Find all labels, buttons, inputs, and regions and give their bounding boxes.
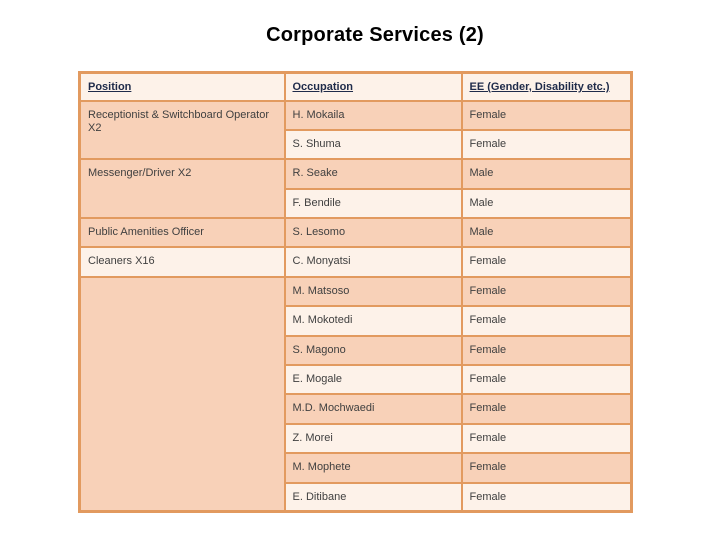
ee-cell: Female [460, 364, 633, 396]
services-table: Position Occupation EE (Gender, Disabili… [78, 71, 633, 514]
ee-cell: Male [460, 158, 633, 190]
occupation-cell: S. Shuma [283, 128, 463, 161]
position-cell: Public Amenities Officer [78, 217, 286, 249]
table-header: Position Occupation EE (Gender, Disabili… [78, 71, 633, 102]
ee-cell: Female [460, 452, 633, 484]
table-row: Z. Morei Female [80, 422, 633, 455]
occupation-column-header: Occupation [283, 71, 463, 102]
occupation-cell: R. Seake [283, 158, 463, 190]
table-row: M. Mokotedi Female [80, 305, 633, 337]
ee-cell: Female [460, 334, 633, 367]
table-row: Cleaners X16 C. Monyatsi Female [78, 246, 633, 278]
occupation-cell: S. Magono [283, 334, 463, 367]
occupation-cell: E. Ditibane [283, 481, 463, 513]
table-row: M. Matsoso Female [78, 275, 633, 513]
ee-cell: Female [460, 305, 633, 337]
table-row: Messenger/Driver X2 R. Seake Male [78, 158, 633, 220]
table-row: M.D. Mochwaedi Female [80, 393, 633, 425]
ee-cell: Female [460, 481, 633, 513]
table-header-row: Position Occupation EE (Gender, Disabili… [78, 71, 633, 102]
ee-cell: Female [460, 393, 633, 425]
position-cell [78, 275, 286, 513]
occupation-cell: F. Bendile [283, 187, 463, 220]
position-cell: Cleaners X16 [78, 246, 286, 278]
table-row: F. Bendile Male [80, 187, 633, 220]
table-body: Receptionist & Switchboard Operator X2 H.… [78, 99, 633, 513]
ee-cell: Female [460, 422, 633, 455]
occupation-cell: M. Matsoso [283, 275, 463, 308]
ee-column-header: EE (Gender, Disability etc.) [460, 71, 633, 102]
slide-title: Corporate Services (2) [266, 24, 484, 46]
position-cell: Messenger/Driver X2 [78, 158, 286, 220]
occupation-cell: M. Mokotedi [283, 305, 463, 337]
table-row: Public Amenities Officer S. Lesomo Male [78, 217, 633, 249]
occupation-cell: C. Monyatsi [283, 246, 463, 278]
position-column-header: Position [78, 71, 286, 102]
table-row: E. Mogale Female [80, 364, 633, 396]
occupation-cell: S. Lesomo [283, 217, 463, 249]
table-row: E. Ditibane Female [80, 481, 633, 513]
table-row: S. Magono Female [80, 334, 633, 367]
ee-cell: Female [460, 99, 633, 131]
occupation-cell: H. Mokaila [283, 99, 463, 131]
occupation-cell: E. Mogale [283, 364, 463, 396]
table-row: S. Shuma Female [80, 128, 633, 161]
ee-cell: Male [460, 217, 633, 249]
occupation-cell: Z. Morei [283, 422, 463, 455]
ee-cell: Male [460, 187, 633, 220]
ee-cell: Female [460, 275, 633, 308]
ee-cell: Female [460, 246, 633, 278]
table-row: Receptionist & Switchboard Operator X2 H.… [78, 99, 633, 161]
table-row: M. Mophete Female [80, 452, 633, 484]
position-cell: Receptionist & Switchboard Operator X2 [78, 99, 286, 161]
occupation-cell: M.D. Mochwaedi [283, 393, 463, 425]
occupation-cell: M. Mophete [283, 452, 463, 484]
ee-cell: Female [460, 128, 633, 161]
